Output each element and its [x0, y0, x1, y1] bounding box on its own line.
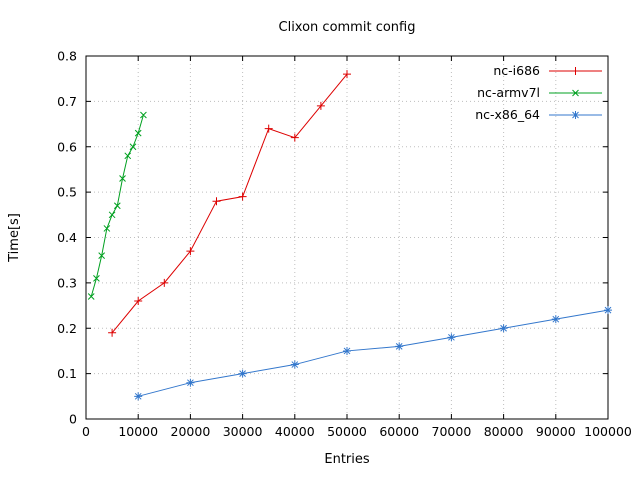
- legend: nc-i686 nc-armv7l nc-x86_64: [475, 63, 602, 122]
- x-tick-label: 10000: [118, 424, 158, 439]
- x-tick-label: 70000: [432, 424, 472, 439]
- legend-sample-marker-nc-x86_64: [571, 111, 580, 119]
- y-axis-label: Time[s]: [7, 213, 22, 263]
- y-tick-label: 0.1: [57, 366, 77, 381]
- chart-title: Clixon commit config: [279, 20, 416, 35]
- legend-label-nc-i686: nc-i686: [493, 63, 540, 78]
- x-tick-label: 40000: [275, 424, 315, 439]
- y-tick-label: 0.4: [57, 230, 77, 245]
- legend-sample-marker-nc-armv7l: [572, 89, 579, 97]
- y-tick-label: 0.2: [57, 321, 77, 336]
- x-tick-label: 100000: [584, 424, 632, 439]
- x-tick-label: 90000: [536, 424, 576, 439]
- y-tick-label: 0.8: [57, 49, 77, 64]
- y-tick-label: 0.6: [57, 139, 77, 154]
- series-line-nc-x86_64: [138, 309, 609, 397]
- series-markers-nc-armv7l: [87, 111, 147, 300]
- x-tick-label: 50000: [327, 424, 367, 439]
- x-tick-label: 0: [82, 424, 90, 439]
- x-axis-label: Entries: [324, 452, 370, 467]
- x-tick-label: 60000: [379, 424, 419, 439]
- y-tick-label: 0.5: [57, 185, 77, 200]
- x-tick-label: 30000: [223, 424, 263, 439]
- legend-label-nc-armv7l: nc-armv7l: [477, 85, 540, 100]
- y-tick-label: 0.7: [57, 94, 77, 109]
- series-markers-nc-i686: [108, 70, 351, 337]
- series-markers-nc-x86_64: [134, 306, 612, 401]
- y-tick-label: 0: [69, 412, 77, 427]
- y-tick-label: 0.3: [57, 275, 77, 290]
- legend-label-nc-x86_64: nc-x86_64: [475, 107, 540, 122]
- series-line-nc-i686: [111, 73, 348, 334]
- x-tick-label: 20000: [171, 424, 211, 439]
- legend-sample-marker-nc-i686: [571, 67, 580, 75]
- x-tick-label: 80000: [484, 424, 524, 439]
